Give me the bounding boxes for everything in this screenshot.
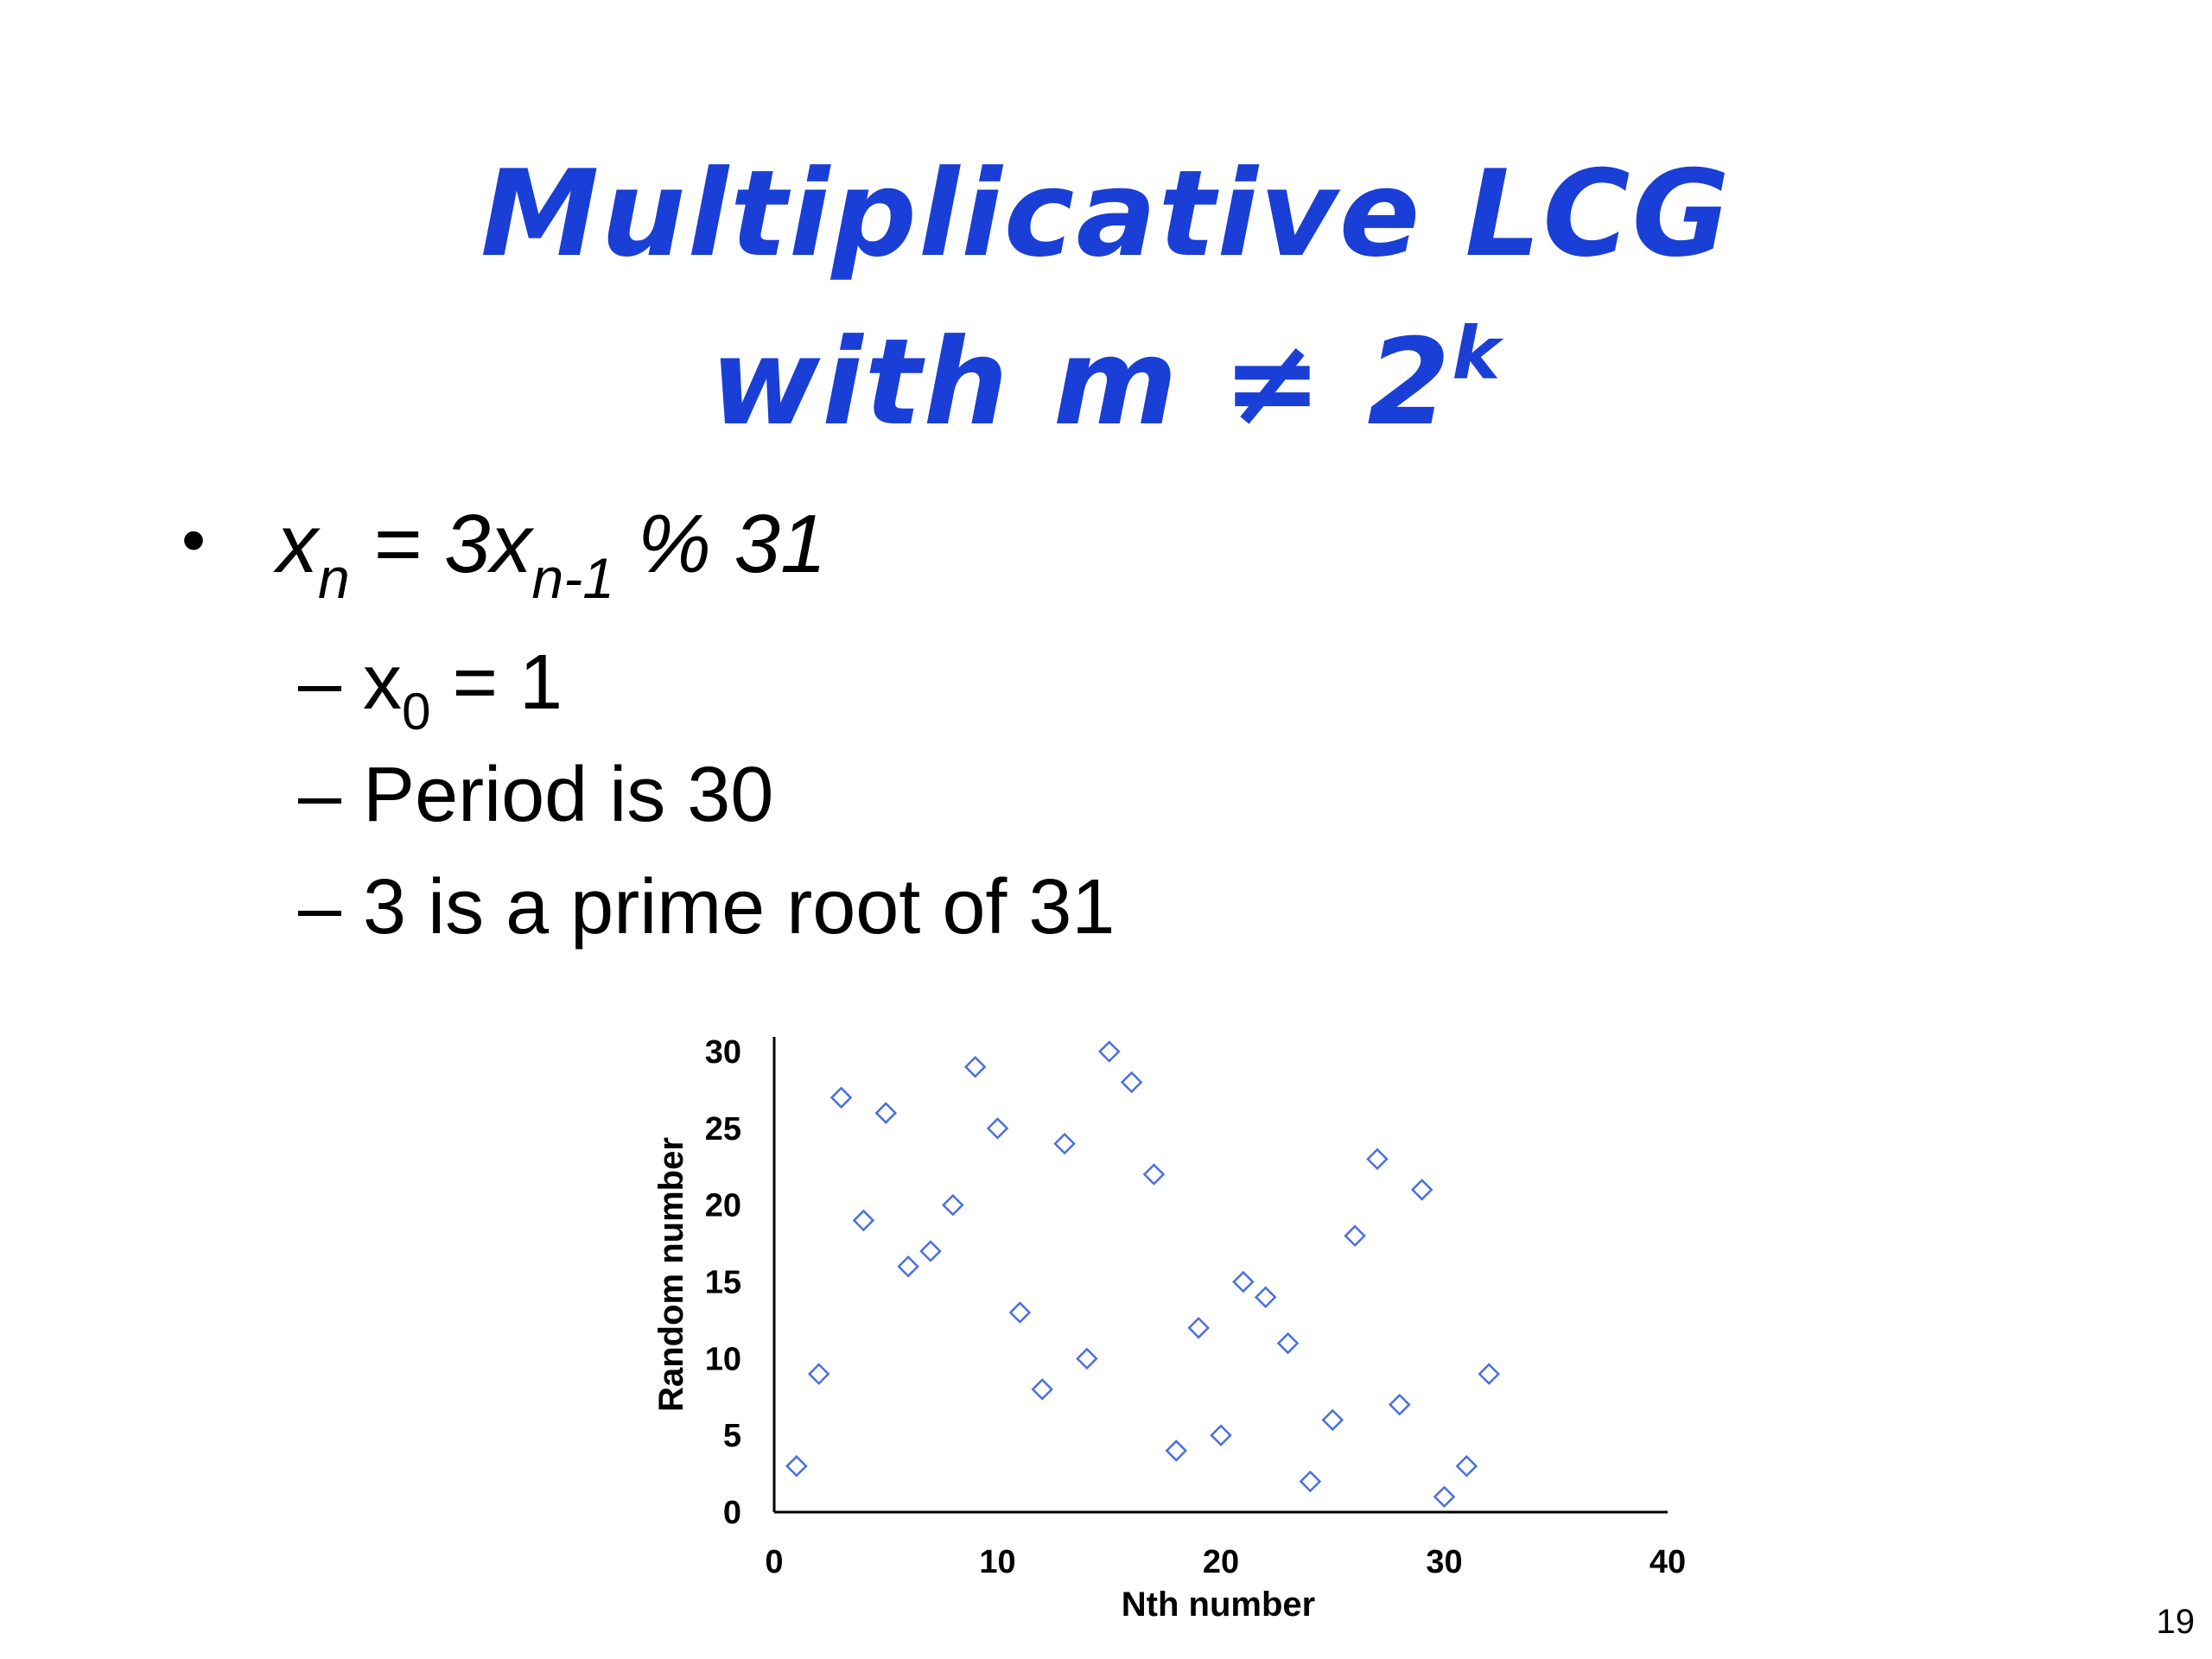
x-tick-label: 10 bbox=[979, 1544, 1015, 1580]
y-tick-label: 30 bbox=[705, 1034, 741, 1071]
formula-x: x bbox=[276, 498, 318, 590]
data-point bbox=[1389, 1393, 1411, 1416]
y-tick-label: 0 bbox=[723, 1495, 741, 1531]
data-point bbox=[1187, 1317, 1210, 1339]
title-line-2: with m ≠ 2k bbox=[0, 298, 2212, 467]
formula-bullet: • xn = 3xn-1 % 31 bbox=[181, 497, 827, 607]
chart-points bbox=[785, 1040, 1500, 1509]
data-point bbox=[1276, 1332, 1300, 1355]
x-tick-label: 20 bbox=[1203, 1544, 1239, 1580]
period-bullet: – Period is 30 bbox=[298, 752, 774, 838]
data-point bbox=[963, 1055, 987, 1078]
data-point bbox=[1165, 1440, 1188, 1462]
y-tick-label: 5 bbox=[723, 1418, 741, 1454]
data-point bbox=[1031, 1378, 1053, 1401]
data-point bbox=[852, 1209, 875, 1232]
seed-prefix: – x bbox=[298, 639, 403, 726]
y-tick-label: 10 bbox=[705, 1341, 741, 1377]
data-point bbox=[1410, 1179, 1433, 1201]
prime-root-bullet: – 3 is a prime root of 31 bbox=[298, 864, 1116, 950]
formula-eq: = 3x bbox=[349, 498, 532, 590]
data-point bbox=[1142, 1163, 1166, 1185]
page-number: 19 bbox=[2156, 1603, 2196, 1641]
data-point bbox=[1076, 1347, 1098, 1370]
formula-sub-n: n bbox=[318, 546, 350, 610]
slide-title: Multiplicative LCG with m ≠ 2k bbox=[0, 130, 2212, 467]
data-point bbox=[919, 1240, 942, 1262]
title-exponent: k bbox=[1452, 311, 1503, 396]
y-tick-label: 20 bbox=[705, 1188, 741, 1224]
data-point bbox=[1120, 1071, 1143, 1094]
data-point bbox=[1299, 1470, 1322, 1493]
data-point bbox=[1366, 1147, 1389, 1171]
y-tick-label: 25 bbox=[705, 1111, 741, 1147]
x-tick-label: 40 bbox=[1649, 1544, 1686, 1580]
seed-sub: 0 bbox=[402, 683, 431, 741]
data-point bbox=[1344, 1224, 1366, 1247]
data-point bbox=[830, 1086, 853, 1109]
formula-sub-n1: n-1 bbox=[531, 546, 614, 610]
data-point bbox=[1210, 1424, 1232, 1446]
data-point bbox=[874, 1102, 898, 1124]
title-line-1: Multiplicative LCG bbox=[480, 144, 1732, 283]
data-point bbox=[1053, 1132, 1076, 1155]
x-tick-label: 0 bbox=[765, 1544, 783, 1580]
data-point bbox=[1254, 1286, 1277, 1309]
x-tick-label: 30 bbox=[1426, 1544, 1462, 1580]
data-point bbox=[1433, 1485, 1456, 1509]
scatter-chart: 0 10 20 30 40 0 5 10 15 20 25 30 Nth number Random … bbox=[652, 1034, 1686, 1624]
data-point bbox=[986, 1117, 1009, 1140]
bullet-dot: • bbox=[181, 501, 207, 578]
data-point bbox=[1321, 1408, 1344, 1432]
data-point bbox=[1455, 1454, 1478, 1478]
seed-suffix: = 1 bbox=[430, 639, 563, 726]
y-tick-label: 15 bbox=[705, 1265, 741, 1301]
data-point bbox=[1008, 1301, 1032, 1324]
data-point bbox=[1097, 1040, 1121, 1063]
data-point bbox=[785, 1454, 808, 1478]
data-point bbox=[1232, 1270, 1255, 1294]
data-point bbox=[807, 1363, 830, 1385]
seed-bullet: – x0 = 1 bbox=[298, 626, 1115, 739]
y-axis-label: Random number bbox=[652, 1137, 690, 1412]
data-point bbox=[1478, 1363, 1500, 1385]
data-point bbox=[942, 1193, 964, 1217]
data-point bbox=[897, 1255, 919, 1278]
x-axis-label: Nth number bbox=[1122, 1586, 1315, 1624]
sub-bullet-list: – x0 = 1 – Period is 30 – 3 is a prime r… bbox=[298, 626, 1115, 963]
chart-axes: 0 10 20 30 40 0 5 10 15 20 25 30 bbox=[705, 1034, 1686, 1580]
title-line-2-base: with m ≠ 2 bbox=[709, 313, 1452, 452]
formula-mod: % 31 bbox=[613, 498, 827, 590]
